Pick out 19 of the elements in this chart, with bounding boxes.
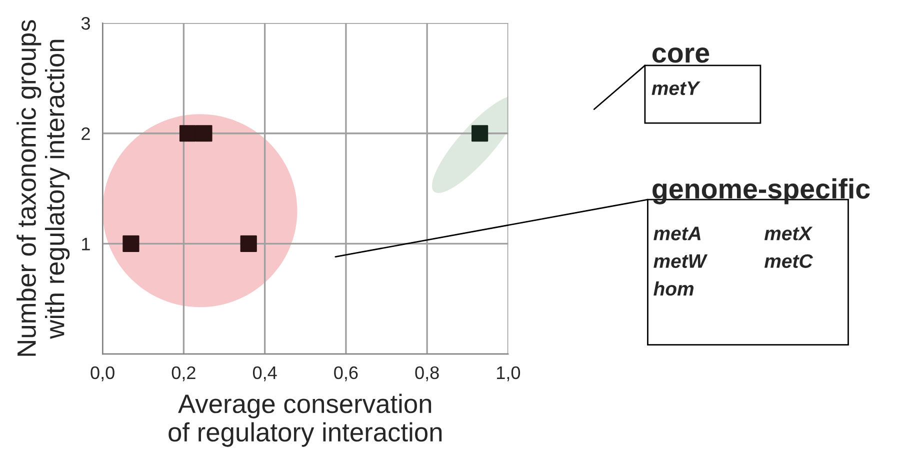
text: hom — [654, 281, 694, 296]
y-tick-label: 2 — [82, 127, 90, 140]
x-tick-label: 0,6 — [334, 366, 358, 382]
text: metC — [764, 254, 813, 268]
text: genome-specific — [652, 178, 870, 204]
text: metA — [654, 226, 700, 240]
text: core — [652, 48, 710, 63]
x-tick-label: 0,0 — [90, 366, 114, 382]
x-tick-label: 1,0 — [497, 366, 520, 382]
x-tick-label: 0,2 — [172, 366, 196, 382]
text: metW — [654, 254, 708, 268]
y-tick-label: 1 — [82, 238, 90, 250]
text: metX — [764, 226, 813, 240]
x-axis-title: Average conservation of regulatory interaction — [168, 394, 442, 447]
y-axis-title: Number of taxonomic groups with regulatory interaction — [16, 20, 70, 356]
y-tick-label: 3 — [81, 16, 90, 30]
x-tick-label: 0,4 — [252, 366, 277, 382]
x-tick-label: 0,8 — [415, 366, 439, 382]
text: metY — [652, 82, 700, 96]
